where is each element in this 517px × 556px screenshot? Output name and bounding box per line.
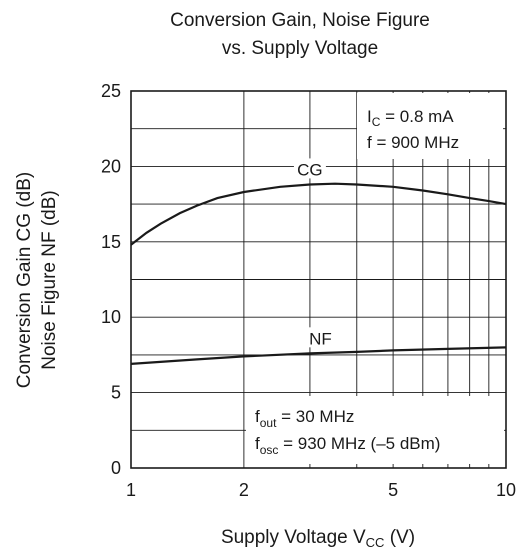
y-tick-label-15: 15 (101, 232, 121, 252)
series-label-bg-cg (293, 158, 326, 179)
x-tick-label-5: 5 (388, 480, 398, 500)
annotation-f: f = 900 MHz (367, 133, 459, 152)
annotation-bottom-right: fout = 30 MHz fosc = 930 MHz (–5 dBm) (255, 407, 440, 457)
x-tick-label-2: 2 (239, 480, 249, 500)
series-labels: CG NF (293, 158, 337, 348)
series-nf-line (130, 346, 507, 365)
x-tick-label-10: 10 (496, 480, 516, 500)
y-tick-label-25: 25 (101, 81, 121, 101)
series-label-bg-nf (304, 327, 337, 348)
x-tick-labels: 1 2 5 10 (126, 480, 516, 500)
y-tick-label-0: 0 (111, 458, 121, 478)
y-axis-label-1: Conversion Gain CG (dB) (14, 172, 35, 388)
y-axis-label-2: Noise Figure NF (dB) (39, 190, 60, 370)
annotation-fout: fout = 30 MHz (255, 407, 354, 430)
y-tick-label-10: 10 (101, 307, 121, 327)
series-label-nf: NF (309, 329, 332, 348)
series-label-cg: CG (297, 160, 323, 179)
series-cg-line (130, 182, 507, 246)
annotation-top-right: IC = 0.8 mA f = 900 MHz (367, 107, 459, 152)
plot-frame (130, 90, 507, 469)
y-tick-label-5: 5 (111, 383, 121, 403)
annotation-box-bottom-right (246, 396, 504, 464)
chart-title-line-1: Conversion Gain, Noise Figure (170, 10, 430, 31)
y-tick-label-20: 20 (101, 156, 121, 176)
annotation-fosc: fosc = 930 MHz (–5 dBm) (255, 434, 440, 457)
annotation-ic: IC = 0.8 mA (367, 107, 454, 129)
x-axis-label: Supply Voltage VCC (V) (221, 527, 415, 550)
chart-title-line-2: vs. Supply Voltage (222, 38, 378, 59)
curves (130, 182, 507, 365)
annotation-box-top-right (357, 93, 503, 159)
y-tick-labels: 0 5 10 15 20 25 (101, 81, 121, 478)
x-tick-label-1: 1 (126, 480, 136, 500)
